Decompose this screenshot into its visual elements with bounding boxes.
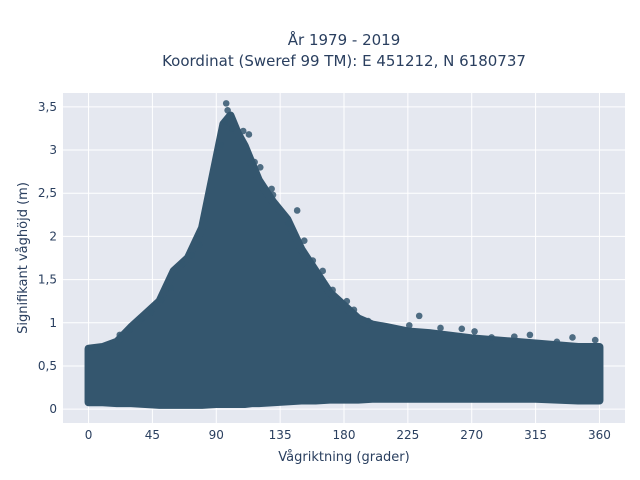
data-point [343,297,351,305]
data-point [251,158,258,166]
chart-title-line1: År 1979 - 2019 [288,30,401,49]
data-point [157,296,165,303]
y-tick-label: 2,5 [38,186,57,200]
data-point [569,334,576,341]
data-point [405,322,413,329]
data-point [178,260,186,268]
data-point [300,237,308,245]
y-tick-label: 3 [49,143,57,157]
point-cloud [84,111,604,409]
x-tick-label: 225 [396,428,419,442]
data-point [458,325,466,333]
y-tick-label: 0 [49,402,57,416]
x-tick-labels: 0 45 90 135 180 225 270 315 360 [85,428,611,442]
data-point [256,163,264,171]
data-point [553,338,561,346]
x-tick-label: 45 [145,428,160,442]
data-point [293,207,301,214]
x-tick-label: 135 [269,428,292,442]
chart-title-line2: Koordinat (Sweref 99 TM): E 451212, N 61… [162,52,526,70]
data-point [126,326,134,334]
data-point [488,334,495,341]
y-tick-label: 0,5 [38,359,57,373]
data-point [224,106,231,114]
data-point [116,331,124,339]
x-axis-label: Vågriktning (grader) [278,450,409,465]
data-point [188,252,196,259]
data-point [222,100,230,107]
data-point [285,220,292,227]
data-point [269,191,277,199]
data-point [350,306,358,314]
x-tick-label: 180 [333,428,356,442]
data-point [471,328,478,335]
y-tick-label: 1,5 [38,273,57,287]
data-point [88,344,95,352]
y-tick-labels: 0 0,5 1 1,5 2 2,5 3 3,5 [38,100,57,416]
y-axis-label: Signifikant våghöjd (m) [16,182,31,334]
data-point [195,241,203,249]
data-point [228,125,236,132]
x-tick-label: 270 [460,428,483,442]
data-point [526,331,534,339]
data-point [511,333,518,340]
data-point [147,309,155,316]
x-tick-label: 315 [524,428,547,442]
data-point [96,343,104,351]
data-point [239,127,247,135]
data-point [309,257,317,264]
data-point [319,267,327,275]
data-point [217,141,224,149]
x-tick-label: 90 [209,428,224,442]
y-tick-label: 3,5 [38,100,57,114]
data-point [415,312,423,320]
data-point [167,284,175,292]
data-point [137,315,145,322]
x-tick-label: 360 [588,428,611,442]
data-point [591,336,599,344]
data-points [84,100,604,409]
data-point [221,118,229,125]
data-point [245,131,253,138]
y-tick-label: 2 [49,229,57,243]
x-tick-label: 0 [85,428,93,442]
y-tick-label: 1 [49,316,57,330]
data-point [329,286,336,294]
data-point [437,324,444,332]
data-point [268,185,275,193]
data-point [364,317,372,325]
